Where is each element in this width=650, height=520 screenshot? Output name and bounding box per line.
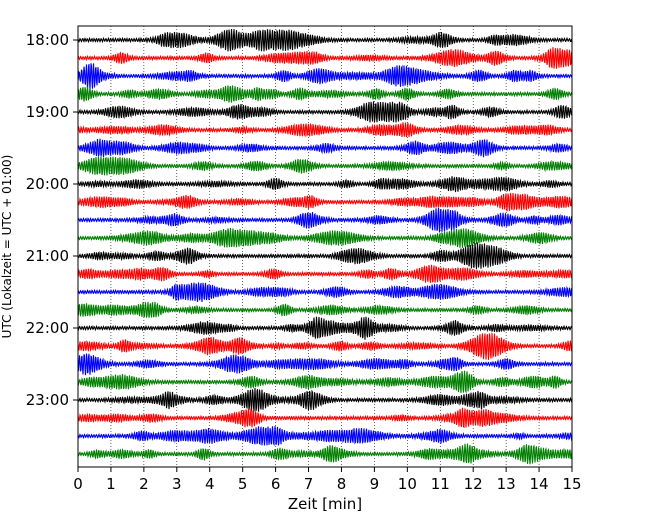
x-tick-label: 4 <box>205 475 215 493</box>
x-tick-label: 9 <box>370 475 380 493</box>
seismogram-trace <box>77 426 573 447</box>
x-tick-label: 7 <box>304 475 314 493</box>
seismogram-trace <box>77 156 573 176</box>
y-tick-label: 18:00 <box>26 31 69 49</box>
x-axis-ticks: 0 1 2 3 4 5 6 7 8 9 10 11 12 13 14 15 <box>73 467 582 493</box>
x-tick-label: 0 <box>73 475 83 493</box>
x-tick-label: 2 <box>139 475 149 493</box>
y-tick-label: 20:00 <box>26 175 69 193</box>
y-axis-label: UTC (Lokalzeit = UTC + 01:00) <box>0 155 14 339</box>
seismogram-trace <box>77 176 573 193</box>
x-tick-label: 11 <box>431 475 450 493</box>
x-tick-label: 10 <box>398 475 417 493</box>
seismogram-trace <box>77 264 573 283</box>
x-axis-label: Zeit [min] <box>288 495 362 513</box>
seismogram-trace <box>77 242 573 269</box>
x-tick-label: 6 <box>271 475 281 493</box>
seismogram-trace <box>77 370 573 394</box>
x-tick-label: 13 <box>497 475 516 493</box>
seismogram-trace <box>77 388 573 412</box>
y-tick-label: 23:00 <box>26 391 69 409</box>
seismogram-trace <box>77 138 573 158</box>
seismogram-trace <box>77 47 573 69</box>
seismogram-trace <box>77 353 573 376</box>
x-tick-label: 5 <box>238 475 248 493</box>
seismogram-trace <box>77 333 573 360</box>
seismogram-trace <box>77 407 573 429</box>
y-tick-label: 22:00 <box>26 319 69 337</box>
y-tick-label: 21:00 <box>26 247 69 265</box>
seismogram-trace <box>77 443 573 465</box>
y-axis-ticks: 18:00 19:00 20:00 21:00 22:00 23:00 <box>26 31 78 409</box>
seismogram-trace <box>77 228 573 248</box>
seismogram-trace <box>77 101 573 123</box>
seismogram-traces <box>77 29 573 465</box>
seismogram-trace <box>77 282 573 303</box>
x-tick-label: 14 <box>530 475 549 493</box>
x-tick-label: 15 <box>562 475 581 493</box>
seismogram-trace <box>77 29 573 52</box>
seismogram-trace <box>77 63 573 90</box>
seismogram-trace <box>77 301 573 319</box>
seismogram-trace <box>77 122 573 138</box>
seismogram-trace <box>77 192 573 212</box>
y-tick-label: 19:00 <box>26 103 69 121</box>
seismogram-trace <box>77 85 573 103</box>
x-tick-label: 12 <box>464 475 483 493</box>
x-tick-label: 1 <box>106 475 116 493</box>
seismogram-trace <box>77 207 573 233</box>
seismogram-trace <box>77 316 573 340</box>
x-tick-label: 3 <box>172 475 182 493</box>
plot-frame <box>77 25 573 468</box>
x-tick-label: 8 <box>337 475 347 493</box>
